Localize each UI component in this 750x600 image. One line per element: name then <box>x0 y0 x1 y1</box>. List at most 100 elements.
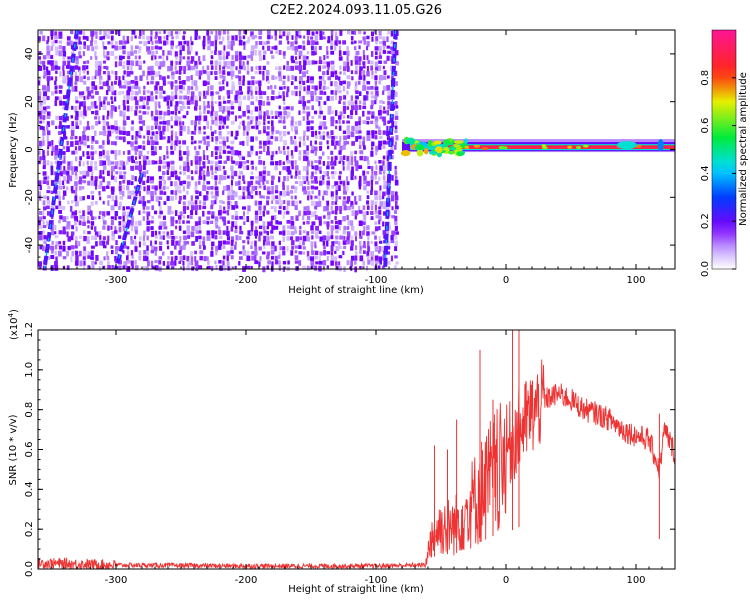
noise-cell <box>314 85 318 91</box>
noise-cell <box>86 86 90 92</box>
noise-cell <box>334 160 337 166</box>
noise-cell <box>150 136 154 140</box>
signal-line <box>400 136 675 158</box>
noise-cell <box>290 190 294 194</box>
noise-cell <box>215 140 218 145</box>
noise-cell <box>319 180 323 186</box>
noise-cell <box>158 260 162 265</box>
noise-cell <box>142 180 146 186</box>
noise-cell <box>158 40 163 44</box>
noise-cell <box>270 96 275 101</box>
noise-cell <box>230 180 233 186</box>
noise-cell <box>330 156 334 162</box>
noise-cell <box>271 120 274 127</box>
noise-cell <box>218 125 222 130</box>
noise-cell <box>382 195 385 200</box>
noise-cell <box>310 241 314 247</box>
noise-cell <box>238 251 243 255</box>
noise-cell <box>259 256 262 261</box>
noise-cell <box>266 195 270 200</box>
noise-cell <box>78 210 81 214</box>
noise-cell <box>242 75 245 82</box>
noise-cell <box>158 145 162 150</box>
noise-cell <box>327 105 332 112</box>
noise-cell <box>302 55 307 62</box>
noise-cell <box>191 66 195 71</box>
noise-cell <box>198 216 202 222</box>
noise-cell <box>295 170 298 177</box>
noise-cell <box>183 151 187 156</box>
noise-cell <box>58 180 62 185</box>
noise-cell <box>258 35 262 40</box>
noise-cell <box>258 41 263 45</box>
noise-cell <box>55 125 58 129</box>
noise-cell <box>206 155 209 161</box>
noise-cell <box>358 210 363 214</box>
noise-cell <box>211 131 214 137</box>
noise-cell <box>118 61 123 67</box>
noise-cell <box>178 240 181 247</box>
noise-cell <box>142 105 146 110</box>
noise-cell <box>342 130 347 134</box>
noise-cell <box>343 110 347 114</box>
noise-cell <box>358 116 362 122</box>
noise-cell <box>210 165 214 171</box>
noise-cell <box>250 45 255 51</box>
noise-cell <box>246 131 249 136</box>
noise-cell <box>254 260 259 265</box>
noise-cell <box>270 246 275 250</box>
noise-cell <box>395 105 399 109</box>
y-tick-label: 40 <box>24 48 35 61</box>
noise-cell <box>302 186 307 192</box>
noise-cell <box>190 231 195 238</box>
noise-cell <box>342 80 346 85</box>
noise-cell <box>358 80 361 85</box>
noise-cell <box>183 195 187 200</box>
noise-cell <box>170 150 175 155</box>
noise-cell <box>162 235 165 240</box>
noise-cell <box>251 76 255 80</box>
noise-cell <box>311 221 316 226</box>
noise-cell <box>58 31 63 37</box>
noise-cell <box>58 205 62 210</box>
noise-cell <box>258 246 262 251</box>
noise-cell <box>150 145 154 151</box>
noise-cell <box>138 185 142 191</box>
noise-cell <box>254 246 258 251</box>
noise-cell <box>223 121 227 125</box>
noise-cell <box>235 66 238 71</box>
noise-cell <box>307 190 311 197</box>
noise-cell <box>255 65 258 70</box>
noise-cell <box>138 190 141 197</box>
noise-cell <box>246 236 250 240</box>
noise-cell <box>114 55 118 60</box>
noise-cell <box>66 65 70 69</box>
noise-cell <box>186 185 190 189</box>
noise-cell <box>90 30 95 37</box>
noise-cell <box>78 36 81 42</box>
noise-cell <box>366 35 370 40</box>
noise-cell <box>202 180 205 187</box>
noise-cell <box>114 61 118 68</box>
noise-cell <box>119 195 124 200</box>
noise-cell <box>391 206 394 211</box>
noise-cell <box>378 250 381 254</box>
noise-cell <box>330 30 334 36</box>
noise-cell <box>258 191 262 196</box>
noise-cell <box>87 180 91 186</box>
noise-cell <box>62 231 67 235</box>
signal-blob <box>434 146 443 154</box>
noise-cell <box>126 215 129 219</box>
noise-cell <box>370 60 374 65</box>
noise-cell <box>302 105 306 110</box>
noise-cell <box>250 245 253 249</box>
noise-cell <box>106 66 109 71</box>
noise-cell <box>323 206 327 212</box>
noise-cell <box>262 65 266 71</box>
noise-cell <box>306 205 310 211</box>
noise-cell <box>378 265 381 269</box>
noise-cell <box>247 240 250 245</box>
noise-cell <box>350 175 354 181</box>
noise-cell <box>167 50 172 56</box>
noise-cell <box>338 185 341 192</box>
